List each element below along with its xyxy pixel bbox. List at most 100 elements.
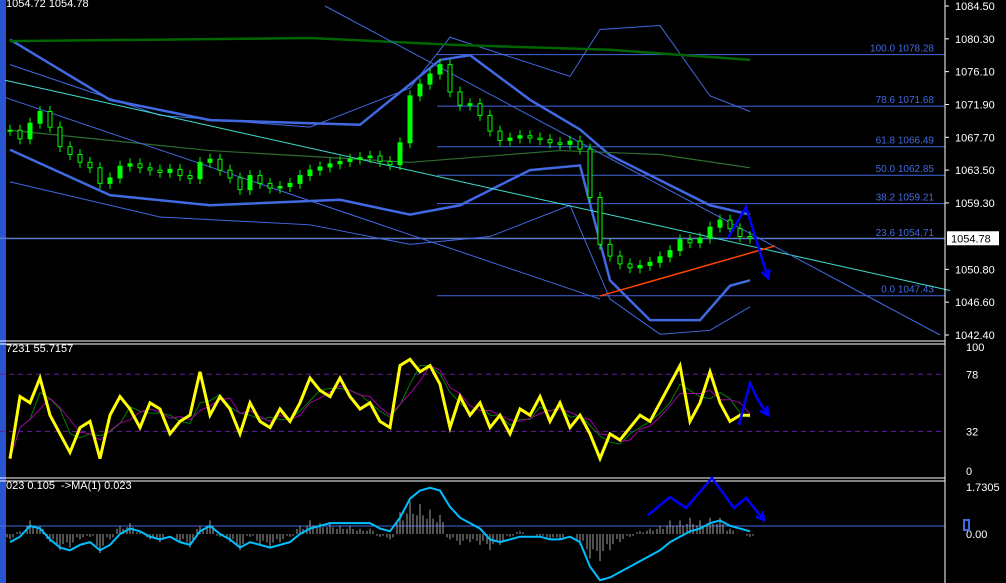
candle-body bbox=[307, 169, 313, 177]
candle-body bbox=[467, 103, 473, 106]
stoch-tick-label: 32 bbox=[966, 426, 978, 438]
candle-body bbox=[197, 161, 203, 180]
candle-body bbox=[267, 182, 273, 189]
candle-body bbox=[677, 239, 683, 252]
candle-body bbox=[97, 167, 103, 184]
candle-body bbox=[237, 177, 243, 191]
candle-body bbox=[497, 130, 503, 141]
main-window-values: 1054.72 1054.78 bbox=[6, 0, 89, 10]
fib-level-percent: 78.6 bbox=[876, 95, 896, 106]
candle-body bbox=[227, 169, 233, 179]
candle-body bbox=[207, 158, 213, 163]
macd-forecast-arrow bbox=[647, 475, 765, 521]
candle-body bbox=[517, 135, 523, 139]
candle-body bbox=[507, 137, 513, 141]
band-outer bbox=[9, 181, 751, 335]
candle-body bbox=[607, 243, 613, 257]
stoch-tick-label: 0 bbox=[966, 466, 972, 478]
candle-body bbox=[27, 122, 33, 140]
trendline-channel bbox=[324, 5, 941, 336]
candle-body bbox=[377, 155, 383, 163]
stochastic-window[interactable]: 100 78 32 0 bbox=[0, 342, 984, 478]
candle-body bbox=[527, 135, 533, 139]
macd-tick-label: 1.7305 bbox=[966, 482, 1000, 494]
fib-level-label: 78.6 1071.68 bbox=[876, 95, 935, 106]
candle-body bbox=[537, 137, 543, 141]
stoch-tick-label: 100 bbox=[966, 342, 984, 354]
candle-body bbox=[87, 161, 93, 169]
fib-level-percent: 23.6 bbox=[876, 228, 896, 239]
candle-body bbox=[567, 140, 573, 145]
candle-body bbox=[577, 140, 583, 150]
candle-body bbox=[47, 110, 53, 128]
candle-body bbox=[627, 263, 633, 269]
candle-body bbox=[697, 237, 703, 244]
candle-body bbox=[7, 129, 13, 132]
candle-body bbox=[357, 157, 363, 160]
hand-drawn-arrows bbox=[647, 203, 772, 523]
trendline-channel bbox=[4, 96, 601, 300]
candle-body bbox=[547, 139, 553, 144]
fib-level-price: 1062.85 bbox=[898, 164, 935, 175]
candle-body bbox=[317, 166, 323, 171]
candle-body bbox=[127, 163, 133, 167]
candle-body bbox=[107, 177, 113, 184]
price-tick-label: 1071.90 bbox=[955, 99, 995, 111]
candle-body bbox=[117, 165, 123, 179]
macd-window[interactable]: 1.7305 0.00 bbox=[0, 482, 1000, 582]
candle-body bbox=[247, 175, 253, 191]
candle-body bbox=[557, 142, 563, 145]
current-price-label: 1054.78 bbox=[951, 233, 991, 245]
stoch-forecast-arrow bbox=[737, 379, 770, 426]
candle-body bbox=[477, 103, 483, 116]
fib-level-price: 1054.71 bbox=[898, 228, 935, 239]
candle-body bbox=[427, 73, 433, 85]
current-price-label-box bbox=[947, 231, 999, 246]
candle-body bbox=[727, 219, 733, 230]
band-outer bbox=[9, 25, 751, 128]
fib-level-price: 1059.21 bbox=[898, 193, 935, 204]
stoch-tick-label: 78 bbox=[966, 369, 978, 381]
candle-body bbox=[667, 250, 673, 258]
fib-level-label: 0.0 1047.43 bbox=[881, 285, 934, 296]
stochastic-values: 7231 55.7157 bbox=[6, 343, 74, 355]
candle-body bbox=[487, 114, 493, 132]
band-mid_ma bbox=[9, 129, 751, 169]
price-tick-label: 1063.50 bbox=[955, 165, 995, 177]
candle-body bbox=[217, 158, 223, 171]
fib-level-price: 1047.43 bbox=[898, 285, 935, 296]
fib-level-label: 100.0 1078.28 bbox=[870, 44, 934, 55]
candle-body bbox=[147, 167, 153, 171]
candle-body bbox=[57, 126, 63, 148]
fib-level-label: 23.6 1054.71 bbox=[876, 228, 935, 239]
window-frames bbox=[0, 0, 946, 583]
candle-body bbox=[337, 161, 343, 165]
price-tick-label: 1080.30 bbox=[955, 34, 995, 46]
candle-body bbox=[707, 226, 713, 239]
candle-body bbox=[327, 163, 333, 168]
main-price-window[interactable]: 1084.50 1080.30 1076.10 1071.90 1067.70 1063.… bbox=[0, 1, 999, 342]
candle-body bbox=[37, 110, 43, 124]
candle-body bbox=[287, 182, 293, 188]
price-tick-label: 1042.40 bbox=[955, 330, 995, 342]
price-tick-label: 1084.50 bbox=[955, 1, 995, 13]
candle-body bbox=[387, 161, 393, 166]
candle-body bbox=[397, 142, 403, 166]
fib-level-price: 1071.68 bbox=[898, 95, 935, 106]
candle-body bbox=[437, 64, 443, 75]
candle-body bbox=[137, 163, 143, 169]
fib-level-label: 50.0 1062.85 bbox=[876, 164, 935, 175]
fib-level-percent: 100.0 bbox=[870, 44, 895, 55]
macd-marker bbox=[963, 519, 970, 531]
fib-level-percent: 38.2 bbox=[876, 193, 896, 204]
left-scroll-edge[interactable] bbox=[0, 0, 6, 583]
candle-body bbox=[367, 155, 373, 159]
band-long_ma bbox=[9, 36, 751, 62]
candle-body bbox=[447, 64, 453, 93]
candle-body bbox=[157, 169, 163, 173]
trendline-trend bbox=[4, 79, 951, 291]
candle-body bbox=[637, 264, 643, 269]
price-tick-label: 1059.30 bbox=[955, 198, 995, 210]
